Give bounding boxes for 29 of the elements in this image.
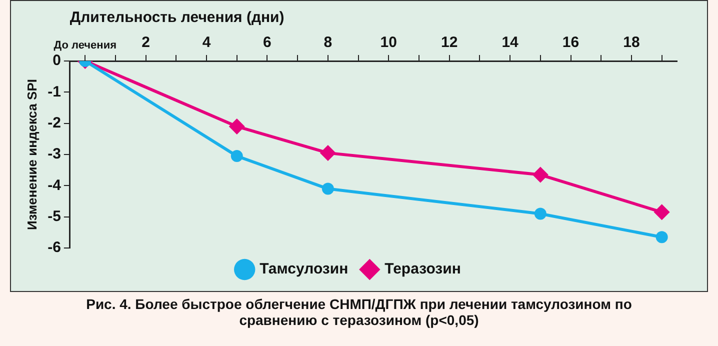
y-tick-label: -2 [48, 114, 61, 132]
y-tick-label: 0 [52, 52, 61, 70]
x-tick-label: 4 [202, 34, 212, 52]
x-tick-label: 12 [441, 34, 458, 52]
point [534, 208, 546, 220]
x-tick-label: 2 [142, 34, 150, 52]
point [532, 166, 548, 183]
y-tick-label: -4 [48, 176, 62, 194]
x-tick-label: 14 [502, 34, 520, 52]
legend-label: Тамсулозин [260, 260, 348, 278]
x-tick-label: 8 [324, 34, 332, 52]
x-tick-label: 18 [623, 34, 640, 52]
point [322, 182, 334, 195]
point [230, 150, 243, 162]
x-tick-label: 16 [562, 34, 580, 52]
x-tick-label: 10 [380, 34, 397, 52]
y-tick-label: -6 [48, 239, 61, 256]
legend-label: Теразозин [384, 260, 461, 278]
text: Рис. 4. Более быстрое облегчение СНМП/ДГПЖ при лечении тамсулозином по сравнению с теразозином (p<0,05) [85, 295, 633, 328]
point [654, 204, 670, 220]
point [320, 144, 336, 161]
point [656, 231, 668, 244]
y-tick-label: -5 [48, 208, 61, 225]
x-tick-label: 6 [263, 34, 272, 52]
y-axis-title: Изменение индекса SPI [24, 79, 40, 230]
y-tick-label: -3 [48, 146, 61, 163]
x-tick-label: До лечения [54, 39, 116, 52]
y-tick-label: -1 [48, 83, 61, 100]
x-axis-title: Длительность лечения (дни) [70, 9, 284, 26]
